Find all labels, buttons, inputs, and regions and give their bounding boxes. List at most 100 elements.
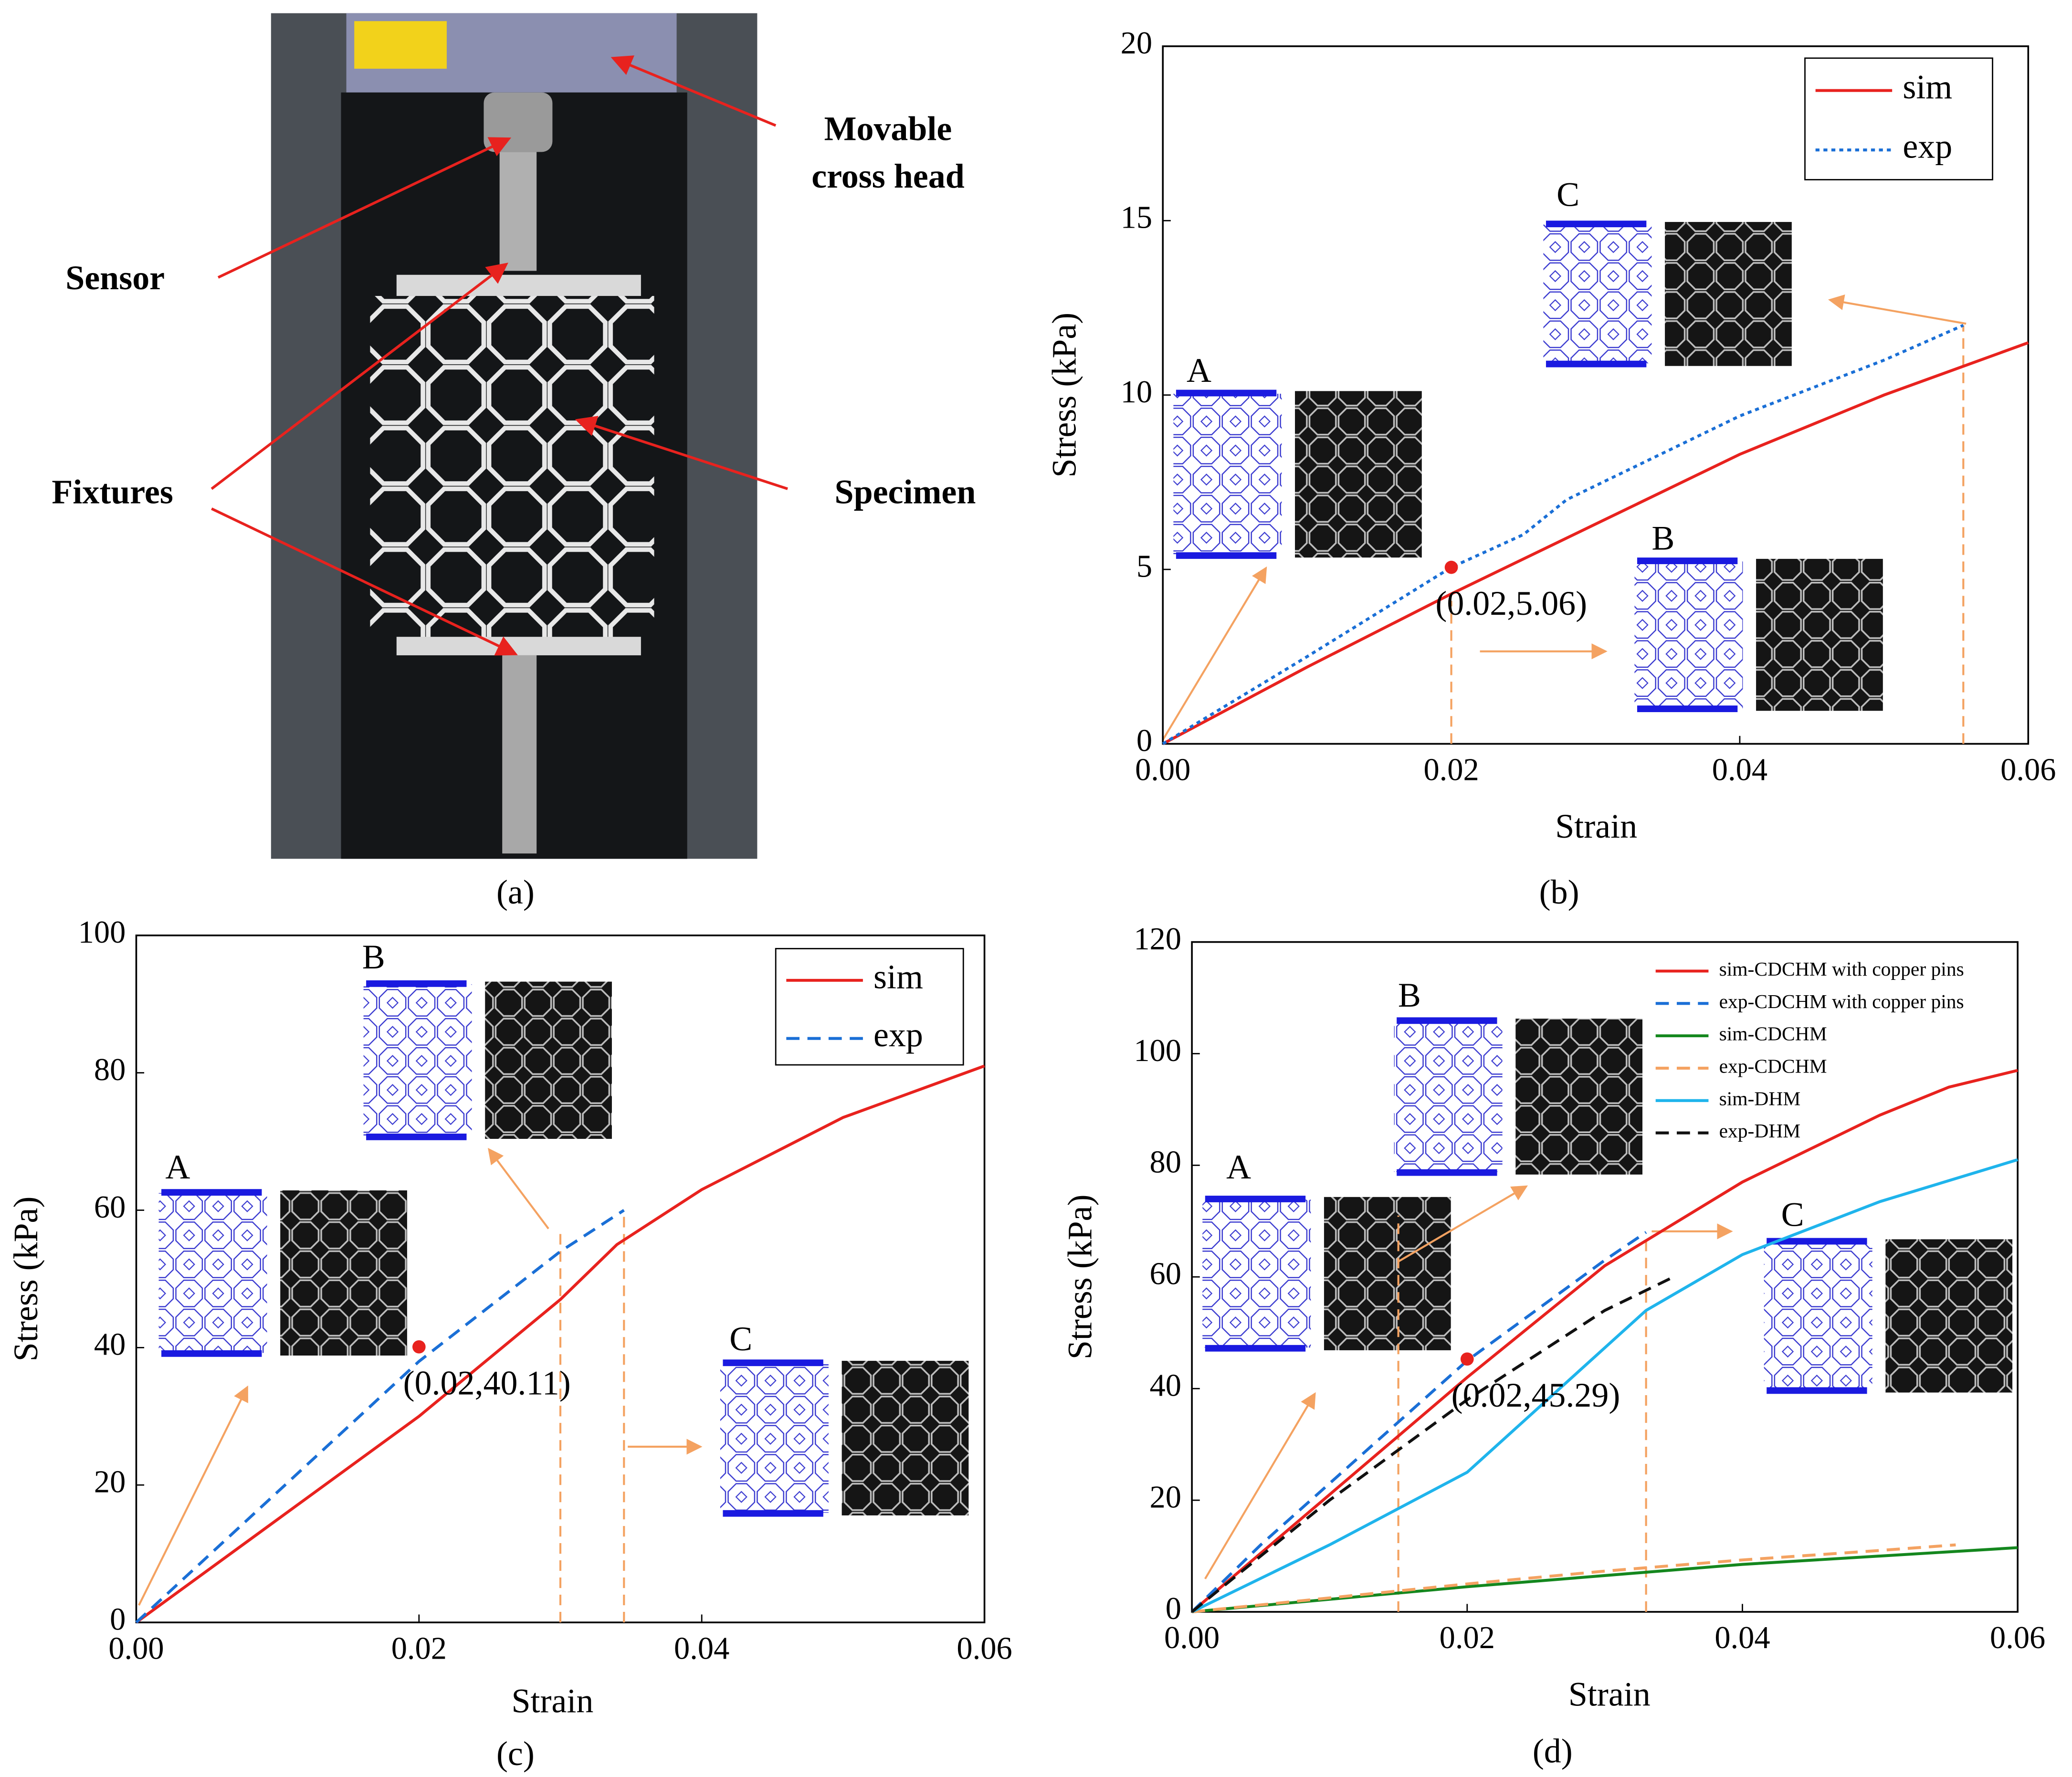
photo-panel: Movable cross head Sensor Fixtures Speci…: [52, 13, 976, 911]
arrow: [1397, 1185, 1528, 1263]
inset-label: B: [1398, 976, 1421, 1014]
inset-bar: [1637, 557, 1738, 564]
inset-lattice-sim: [1543, 224, 1652, 364]
arrow: [1828, 294, 1967, 325]
inset-bar: [1397, 1169, 1497, 1176]
annotation: Sensor: [65, 259, 165, 297]
x-tick-label: 0.04: [1712, 753, 1767, 788]
x-tick-label: 0.00: [1135, 753, 1190, 788]
inset-lattice-sim: [1173, 393, 1282, 555]
inset-bar: [1205, 1345, 1306, 1352]
y-tick-label: 20: [1121, 26, 1152, 61]
annotation: Specimen: [835, 473, 976, 511]
y-tick-label: 0: [1166, 1591, 1181, 1626]
inset-lattice-sim: [1202, 1199, 1311, 1348]
panel-label: (b): [1539, 873, 1579, 911]
legend-frame: [775, 948, 964, 1066]
arrow: [211, 507, 518, 656]
inset-label: A: [165, 1148, 190, 1186]
inset-lattice-sim: [1764, 1241, 1872, 1390]
point-label: (0.02,45.29): [1451, 1376, 1620, 1414]
series-line: [1191, 1158, 2019, 1613]
inset-bar: [1176, 552, 1277, 559]
series-line: [1191, 1069, 2018, 1613]
inset-bar: [1767, 1387, 1867, 1394]
lower-rod: [502, 655, 537, 854]
point-label: (0.02,5.06): [1435, 584, 1587, 622]
legend-label: sim: [1903, 68, 1952, 106]
y-axis-label: Stress (kPa): [7, 1197, 45, 1362]
inset-bar: [1546, 221, 1647, 228]
x-tick-label: 0.02: [391, 1631, 447, 1666]
inset-label: C: [1557, 176, 1579, 214]
y-tick-label: 20: [1150, 1480, 1181, 1514]
series-line: [1191, 1275, 1674, 1613]
series-line: [1191, 1231, 1647, 1613]
inset-lattice-exp: [1295, 391, 1422, 558]
inset-lattice-exp: [1756, 558, 1883, 711]
y-tick-label: 15: [1121, 200, 1152, 235]
arrow: [1204, 1392, 1316, 1579]
x-tick-label: 0.00: [1164, 1620, 1220, 1655]
inset-lattice-sim: [1394, 1021, 1503, 1172]
y-tick-label: 20: [94, 1465, 126, 1500]
inset-bar: [1176, 389, 1277, 397]
arrow: [210, 263, 508, 490]
y-tick-label: 60: [1150, 1257, 1181, 1292]
upper-rod: [499, 152, 537, 271]
series-line: [1191, 1546, 2018, 1614]
annotation: Fixtures: [52, 473, 173, 511]
y-tick-label: 5: [1136, 549, 1152, 584]
inset-label: B: [1651, 519, 1674, 557]
inset-label: B: [362, 938, 385, 976]
inset-lattice-exp: [1515, 1019, 1643, 1175]
x-tick-label: 0.06: [1990, 1620, 2045, 1655]
upper-fixture: [396, 274, 641, 296]
inset-label: C: [1781, 1196, 1804, 1234]
legend-frame: [1804, 57, 1993, 180]
y-tick-label: 10: [1121, 375, 1152, 410]
x-axis-label: Strain: [1555, 807, 1637, 845]
annotation: Movable: [824, 109, 952, 147]
x-tick-label: 0.04: [1714, 1620, 1770, 1655]
legend-label: sim-CDCHM: [1719, 1023, 1827, 1045]
panel-label: (c): [496, 1735, 535, 1773]
legend-label: sim: [873, 957, 923, 996]
y-axis-label: Stress (kPa): [1045, 313, 1083, 478]
inset-lattice-sim: [1634, 561, 1743, 708]
legend-label: sim-CDCHM with copper pins: [1719, 958, 1964, 980]
inset-lattice-exp: [841, 1361, 969, 1515]
inset-bar: [161, 1350, 262, 1357]
x-axis-label: Strain: [1568, 1675, 1651, 1713]
legend-label: exp-CDCHM: [1719, 1055, 1827, 1077]
inset-label: A: [1187, 351, 1211, 389]
x-tick-label: 0.06: [957, 1631, 1012, 1666]
y-tick-label: 40: [1150, 1368, 1181, 1403]
lower-fixture: [396, 637, 641, 655]
legend-label: exp-DHM: [1719, 1120, 1801, 1142]
panel-label: (a): [496, 873, 535, 911]
x-tick-label: 0.02: [1423, 753, 1479, 788]
x-axis-label: Strain: [511, 1682, 593, 1720]
inset-bar: [723, 1359, 823, 1367]
arrow: [488, 1147, 549, 1230]
inset-lattice-exp: [1665, 222, 1792, 366]
highlight-point: [1444, 560, 1458, 574]
inset-lattice-exp: [1324, 1197, 1451, 1350]
y-axis-label: Stress (kPa): [1061, 1194, 1099, 1359]
inset-bar: [366, 980, 467, 987]
series-line: [1191, 1543, 1956, 1614]
y-tick-label: 40: [94, 1327, 126, 1362]
legend-label: exp: [1903, 127, 1952, 166]
arrow: [1162, 566, 1267, 741]
inset-bar: [1546, 360, 1647, 368]
y-tick-label: 100: [78, 915, 126, 950]
point-label: (0.02,40.11): [403, 1364, 571, 1402]
inset-label: A: [1226, 1148, 1251, 1186]
inset-lattice-exp: [280, 1190, 407, 1356]
x-tick-label: 0.00: [108, 1631, 164, 1666]
y-tick-label: 120: [1134, 922, 1181, 957]
inset-lattice-sim: [363, 984, 472, 1136]
